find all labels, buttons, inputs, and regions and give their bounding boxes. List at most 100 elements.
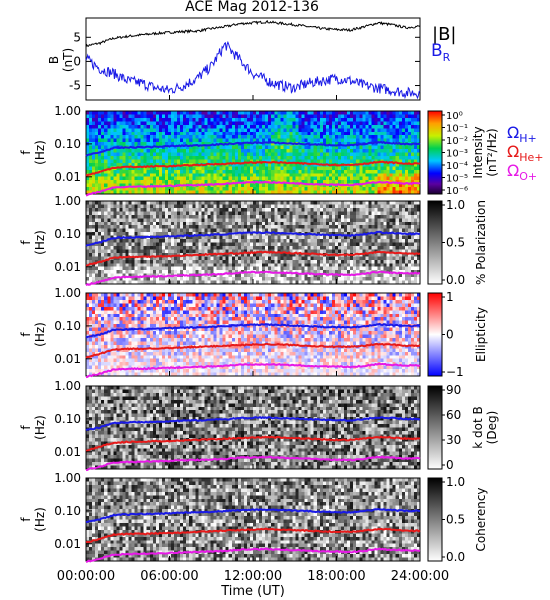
freq-tick-label: 0.01 bbox=[54, 537, 81, 551]
colorbar-tick-label: 0.0 bbox=[446, 273, 465, 287]
freq-ylabel-2: (Hz) bbox=[33, 415, 47, 440]
freq-tick-label: 0.10 bbox=[54, 137, 81, 151]
freq-tick-label: 0.10 bbox=[54, 504, 81, 518]
colorbar-tick-label: 30 bbox=[446, 433, 461, 447]
colorbar-k-dot-b bbox=[427, 385, 443, 470]
line-B-R bbox=[85, 40, 421, 100]
x-tick-labels: 00:00:00 06:00:00 12:00:00 18:00:00 24:00:00 bbox=[57, 95, 449, 584]
freq-tick-label: 1.00 bbox=[54, 471, 81, 485]
line-omega-He-ellipticity bbox=[85, 342, 421, 359]
colorbar-tick-label: 0.5 bbox=[446, 513, 465, 527]
x-tick-label: 18:00:00 bbox=[307, 569, 365, 584]
line-omega-H-polarization bbox=[85, 230, 421, 247]
freq-ylabel-2: (Hz) bbox=[33, 507, 47, 532]
line-omega-He-polarization bbox=[85, 250, 421, 267]
freq-ylabel-1: f bbox=[19, 517, 33, 522]
colorbar-tick-label: 60 bbox=[446, 408, 461, 422]
freq-tick-label: 1.00 bbox=[54, 379, 81, 393]
colorbar-tick-label: 0 bbox=[446, 458, 454, 472]
chart-title: ACE Mag 2012-136 bbox=[185, 0, 319, 15]
colorbar-tick-label: 10⁻⁵ bbox=[446, 174, 468, 185]
freq-tick-label: 1.00 bbox=[54, 104, 81, 118]
colorbar-tick-label: −1 bbox=[446, 365, 464, 379]
line-omega-He-k-dot-b bbox=[85, 435, 421, 452]
colorbar-tick-label: 10⁻⁴ bbox=[446, 161, 468, 172]
panel-b-yticks: 5 0 -5 bbox=[69, 30, 420, 93]
panel-intensity: 1.00 0.10 0.01 f (Hz) 10⁰ 10⁻¹10⁻² 10⁻³10⁻⁴ 10⁻⁵… bbox=[19, 104, 499, 197]
colorbar-label-polarization: % Polarization bbox=[474, 200, 488, 285]
panel-ellipticity: 1.00 0.10 0.01 f (Hz) 1 0 −1 Ellipticity bbox=[19, 286, 488, 379]
colorbar-tick-label: 0.5 bbox=[446, 236, 465, 250]
panel-b-ylabel-2: (nT) bbox=[61, 48, 75, 72]
freq-tick-label: 1.00 bbox=[54, 286, 81, 300]
line-omega-O-coherency bbox=[85, 547, 421, 563]
x-tick-label: 06:00:00 bbox=[140, 569, 198, 584]
line-B-total bbox=[85, 19, 421, 48]
freq-tick-label: 0.10 bbox=[54, 412, 81, 426]
x-tick-label: 24:00:00 bbox=[391, 569, 449, 584]
freq-ylabel-1: f bbox=[19, 332, 33, 337]
colorbar-tick-label: 1 bbox=[446, 290, 454, 304]
panel-coherency-image bbox=[86, 478, 421, 562]
line-omega-O-intensity bbox=[85, 180, 421, 197]
colorbar-tick-label: 10⁰ bbox=[446, 111, 463, 122]
panel-b-ytick-label: 0 bbox=[73, 54, 81, 68]
x-tick-label: 12:00:00 bbox=[224, 569, 282, 584]
freq-ylabel-1: f bbox=[19, 425, 33, 430]
freq-ylabel-2: (Hz) bbox=[33, 322, 47, 347]
panel-b-frame bbox=[85, 17, 421, 101]
legend-omega-O: ΩO+ bbox=[507, 161, 537, 183]
colorbar-label-k-dot-b: (Deg) bbox=[485, 411, 499, 445]
panel-polarization-image bbox=[86, 201, 421, 285]
colorbar-tick-label: 1.0 bbox=[446, 475, 465, 489]
line-omega-H-coherency bbox=[85, 507, 421, 524]
panel-b-ytick-label: -5 bbox=[69, 79, 81, 93]
panel-polarization: 1.00 0.10 0.01 f (Hz) 1.0 0.5 0.0 % Polarization bbox=[19, 194, 488, 287]
colorbar-tick-label: 10⁻² bbox=[446, 136, 468, 147]
colorbar-tick-label: 1.0 bbox=[446, 198, 465, 212]
line-omega-H-ellipticity bbox=[85, 322, 421, 339]
line-omega-He-coherency bbox=[85, 527, 421, 544]
line-omega-O-polarization bbox=[85, 270, 421, 287]
colorbar-tick-label: 0.0 bbox=[446, 550, 465, 564]
x-axis-label: Time (UT) bbox=[220, 584, 285, 599]
line-omega-H-k-dot-b bbox=[85, 415, 421, 431]
colorbar-tick-label: 10⁻⁶ bbox=[446, 186, 468, 197]
line-omega-He-intensity bbox=[85, 160, 421, 177]
freq-tick-label: 0.10 bbox=[54, 319, 81, 333]
line-omega-H-intensity bbox=[85, 140, 421, 157]
colorbar-intensity bbox=[427, 110, 443, 195]
freq-tick-label: 0.01 bbox=[54, 352, 81, 366]
panel-coherency: 1.00 0.10 0.01 f (Hz) 1.0 0.5 0.0 Coherency bbox=[19, 471, 488, 564]
colorbar-label-intensity: (nT²/Hz) bbox=[485, 128, 499, 176]
colorbar-polarization bbox=[427, 200, 443, 285]
colorbar-tick-label: 0 bbox=[446, 328, 454, 342]
colorbar-tick-label: 90 bbox=[446, 383, 461, 397]
gyro-legend: ΩH+ ΩHe+ ΩO+ bbox=[507, 123, 544, 183]
freq-ylabel-2: (Hz) bbox=[33, 230, 47, 255]
colorbar-label-ellipticity: Ellipticity bbox=[474, 307, 488, 362]
freq-tick-label: 0.01 bbox=[54, 170, 81, 184]
line-omega-O-k-dot-b bbox=[85, 455, 421, 472]
legend-B-total: |B| bbox=[432, 24, 456, 45]
panel-ellipticity-image bbox=[86, 293, 421, 377]
freq-tick-label: 0.01 bbox=[54, 445, 81, 459]
freq-tick-label: 0.10 bbox=[54, 227, 81, 241]
colorbar-tick-label: 10⁻³ bbox=[446, 149, 468, 160]
panel-b-ylabel-1: B bbox=[47, 56, 61, 64]
x-tick-label: 00:00:00 bbox=[57, 569, 115, 584]
freq-tick-label: 1.00 bbox=[54, 194, 81, 208]
colorbar-label-intensity: Intensity bbox=[471, 126, 485, 178]
line-omega-O-ellipticity bbox=[85, 362, 421, 379]
colorbar-tick-label: 10⁻¹ bbox=[446, 124, 468, 135]
colorbar-label-coherency: Coherency bbox=[474, 487, 488, 551]
freq-ylabel-1: f bbox=[19, 150, 33, 155]
panel-k-dot-b: 1.00 0.10 0.01 f (Hz) 90 60 30 0 k dot B (Deg) bbox=[19, 379, 499, 472]
panel-b-ytick-label: 5 bbox=[73, 30, 81, 44]
colorbar-coherency bbox=[427, 477, 443, 562]
colorbar-label-k-dot-b: k dot B bbox=[471, 406, 485, 448]
spectrogram-panels: 1.000.100.01f (Hz)10⁰10⁻¹10⁻²10⁻³10⁻⁴10⁻⁵… bbox=[19, 104, 499, 564]
panel-b-lines bbox=[85, 19, 421, 100]
freq-ylabel-1: f bbox=[19, 240, 33, 245]
